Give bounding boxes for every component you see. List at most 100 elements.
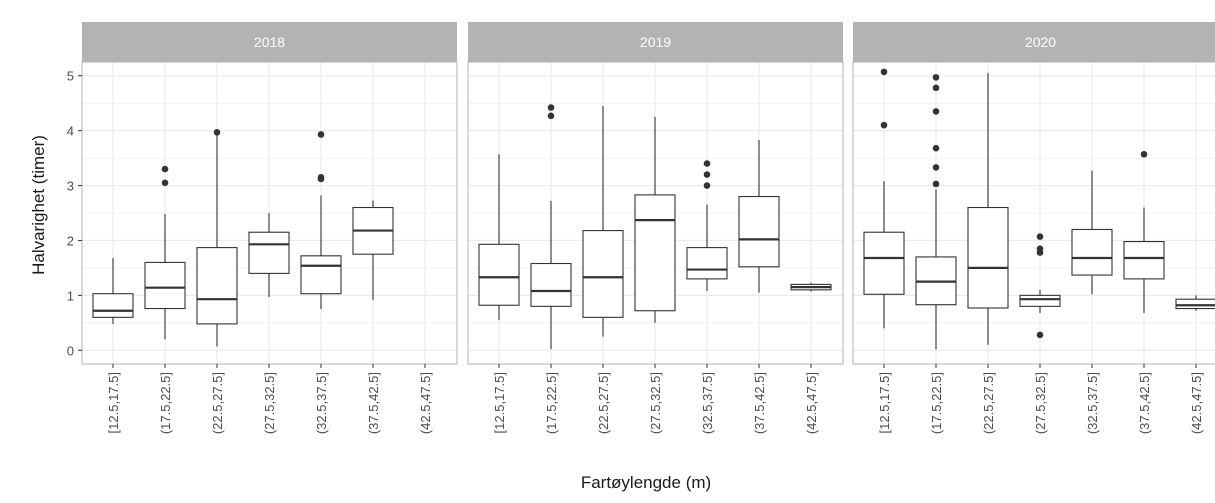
y-tick-label: 1 [67, 288, 74, 303]
box-2018-4 [300, 131, 342, 310]
box-2018-1 [144, 165, 186, 340]
box-2019-5 [738, 139, 780, 293]
facet-strip [853, 22, 1215, 62]
x-tick-label: (37.5,42.5] [1137, 372, 1152, 434]
outlier-point [932, 84, 940, 92]
outlier-point [547, 104, 555, 111]
box-iqr [248, 231, 290, 274]
box-iqr [1019, 294, 1061, 307]
x-tick-label: (27.5,32.5] [262, 372, 277, 434]
box-2020-5 [1123, 150, 1165, 313]
facet-strip-label: 2019 [640, 34, 671, 50]
box-iqr [478, 243, 520, 306]
box-iqr [738, 195, 780, 268]
x-tick-label: (17.5,22.5] [158, 372, 173, 434]
x-tick-label: [12.5,17.5] [877, 372, 892, 433]
x-tick-label: (32.5,37.5] [700, 372, 715, 434]
x-tick-label: (22.5,27.5] [981, 372, 996, 434]
outlier-point [880, 121, 888, 129]
x-tick-label: [12.5,17.5] [106, 372, 121, 433]
outlier-point [1140, 150, 1148, 158]
outlier-point [932, 144, 940, 152]
box-2019-1 [530, 104, 572, 350]
x-tick-label: [12.5,17.5] [492, 372, 507, 433]
box-iqr [530, 262, 572, 307]
outlier-point [932, 164, 940, 171]
panel-2020: 2020 [12.5,17.5] (17.5,22.5] (22.5,27.5] (27… [852, 22, 1215, 434]
outlier-point [161, 165, 169, 173]
y-tick-label: 5 [67, 69, 74, 84]
box-iqr [196, 247, 238, 325]
box-2020-2 [967, 72, 1009, 345]
box-2020-4 [1071, 170, 1113, 295]
box-2019-3 [634, 116, 676, 323]
facet-strip [82, 22, 457, 62]
box-2018-3 [248, 213, 290, 298]
facet-strip-label: 2018 [254, 34, 285, 50]
y-tick-label: 0 [67, 343, 74, 358]
outlier-point [880, 68, 888, 76]
x-tick-label: (17.5,22.5] [544, 372, 559, 434]
outlier-point [703, 182, 711, 189]
panel-2018: 2018 [12.5,17.5] (17.5,22.5] (22.5,27.5] (27… [81, 22, 458, 434]
box-iqr [144, 261, 186, 310]
outlier-point [932, 74, 940, 81]
y-tick-label: 2 [67, 233, 74, 248]
y-tick-label: 3 [67, 179, 74, 194]
x-tick-label: (42.5,47.5] [418, 372, 433, 434]
box-iqr [634, 194, 676, 312]
box-2019-2 [582, 105, 624, 337]
box-iqr [92, 293, 134, 318]
box-2018-0 [92, 258, 134, 324]
x-tick-label: (27.5,32.5] [648, 372, 663, 434]
box-iqr [1175, 298, 1215, 310]
box-2020-0 [863, 68, 905, 329]
box-iqr [1071, 228, 1113, 276]
x-tick-label: (42.5,47.5] [1189, 372, 1204, 434]
y-axis: 0 1 2 3 4 5 [67, 69, 82, 358]
box-2020-6 [1175, 295, 1215, 311]
box-2020-1 [915, 74, 957, 350]
box-iqr [686, 247, 728, 280]
outlier-point [213, 128, 221, 136]
facet-strip-label: 2020 [1025, 34, 1056, 50]
x-tick-label: (42.5,47.5] [804, 372, 819, 434]
box-2018-2 [196, 128, 238, 347]
outlier-point [932, 180, 940, 188]
x-tick-label: (27.5,32.5] [1033, 372, 1048, 434]
x-tick-label: (37.5,42.5] [752, 372, 767, 434]
outlier-point [161, 179, 169, 187]
outlier-point [1036, 245, 1044, 252]
outlier-point [1036, 233, 1044, 240]
facet-strip [468, 22, 843, 62]
x-tick-label: (22.5,27.5] [596, 372, 611, 434]
outlier-point [703, 160, 711, 167]
outlier-point [547, 112, 555, 120]
outlier-point [932, 108, 940, 115]
panels-layer: 2018 [12.5,17.5] (17.5,22.5] (22.5,27.5] (27… [81, 22, 1215, 434]
box-iqr [863, 231, 905, 295]
x-tick-label: (37.5,42.5] [366, 372, 381, 434]
x-axis-title: Fartøylengde (m) [581, 473, 711, 492]
box-iqr [582, 230, 624, 318]
x-tick-label: (17.5,22.5] [929, 372, 944, 434]
y-tick-label: 4 [67, 124, 74, 139]
box-2019-6 [790, 282, 832, 292]
x-tick-label: (22.5,27.5] [210, 372, 225, 434]
outlier-point [317, 131, 325, 138]
box-2019-4 [686, 160, 728, 291]
x-tick-label: (32.5,37.5] [1085, 372, 1100, 434]
x-tick-label: (32.5,37.5] [314, 372, 329, 434]
box-iqr [967, 206, 1009, 309]
y-axis-title: Halvarighet (timer) [29, 135, 48, 275]
box-iqr [1123, 241, 1165, 280]
box-2020-3 [1019, 233, 1061, 339]
outlier-point [1036, 331, 1044, 339]
box-iqr [300, 255, 342, 295]
panel-2019: 2019 [12.5,17.5] (17.5,22.5] (22.5,27.5] (27… [467, 22, 844, 434]
outlier-point [703, 171, 711, 178]
outlier-point [317, 174, 325, 181]
box-2018-5 [352, 200, 394, 300]
